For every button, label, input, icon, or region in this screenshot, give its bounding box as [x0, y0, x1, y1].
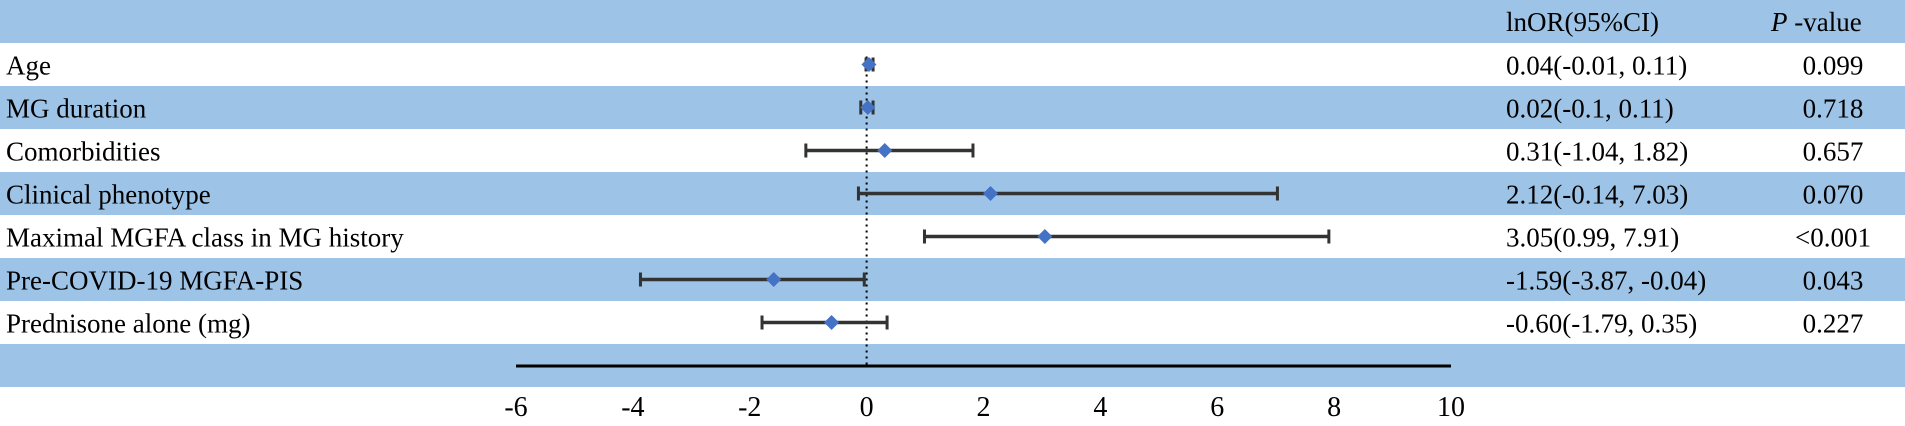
- x-axis: -6 -4 -2 0 2 4 6 8 10: [504, 364, 1465, 423]
- row-label: Prednisone alone (mg): [6, 309, 250, 339]
- estimate-marker: [983, 186, 999, 201]
- row-band: [0, 258, 1905, 301]
- estimate-marker: [766, 272, 782, 287]
- row-label: MG duration: [6, 94, 147, 124]
- tick-label: 10: [1437, 392, 1465, 423]
- header-p-rest: -value: [1788, 7, 1862, 37]
- row-label: Clinical phenotype: [6, 180, 211, 210]
- ci-text: -1.59(-3.87, -0.04): [1506, 266, 1706, 296]
- p-value: 0.099: [1803, 51, 1864, 81]
- row-band: [0, 86, 1905, 129]
- estimate-marks: [638, 57, 1331, 330]
- tick-label: 0: [860, 392, 874, 423]
- ci-text: 0.31(-1.04, 1.82): [1506, 137, 1688, 167]
- ci-text: -0.60(-1.79, 0.35): [1506, 309, 1697, 339]
- tick-label: -6: [504, 392, 527, 423]
- tick-label: 8: [1327, 392, 1341, 423]
- ci-text: 0.02(-0.1, 0.11): [1506, 94, 1674, 124]
- header-p-italic: P: [1770, 7, 1788, 37]
- tick-label: -4: [621, 392, 644, 423]
- row-labels: Age MG duration Comorbidities Clinical phen…: [6, 51, 404, 339]
- ci-text: 0.04(-0.01, 0.11): [1506, 51, 1687, 81]
- header-estimate: lnOR(95%CI): [1506, 7, 1659, 37]
- tick-label: 6: [1210, 392, 1224, 423]
- row-values: 0.04(-0.01, 0.11) 0.099 0.02(-0.1, 0.11) 0.…: [1506, 51, 1871, 339]
- table-header: lnOR(95%CI) P -value: [1506, 7, 1862, 37]
- row-label: Age: [6, 51, 51, 81]
- row-label: Comorbidities: [6, 137, 161, 167]
- row-label: Pre-COVID-19 MGFA-PIS: [6, 266, 303, 296]
- header-p-value: P -value: [1770, 7, 1862, 37]
- estimate-marker: [860, 100, 876, 115]
- tick-label: -2: [738, 392, 761, 423]
- estimate-marker: [877, 143, 893, 158]
- p-value: 0.718: [1803, 94, 1864, 124]
- tick-label: 4: [1093, 392, 1107, 423]
- p-value: 0.070: [1803, 180, 1864, 210]
- row-band: [0, 0, 1905, 43]
- ci-text: 2.12(-0.14, 7.03): [1506, 180, 1688, 210]
- tick-label: 2: [977, 392, 991, 423]
- estimate-marker: [861, 57, 877, 72]
- p-value: 0.043: [1803, 266, 1864, 296]
- p-value: 0.657: [1803, 137, 1864, 167]
- ci-text: 3.05(0.99, 7.91): [1506, 223, 1679, 253]
- estimate-marker: [824, 315, 840, 330]
- row-label: Maximal MGFA class in MG history: [6, 223, 404, 253]
- p-value: 0.227: [1803, 309, 1864, 339]
- estimate-marker: [1037, 229, 1053, 244]
- p-value: <0.001: [1795, 223, 1871, 253]
